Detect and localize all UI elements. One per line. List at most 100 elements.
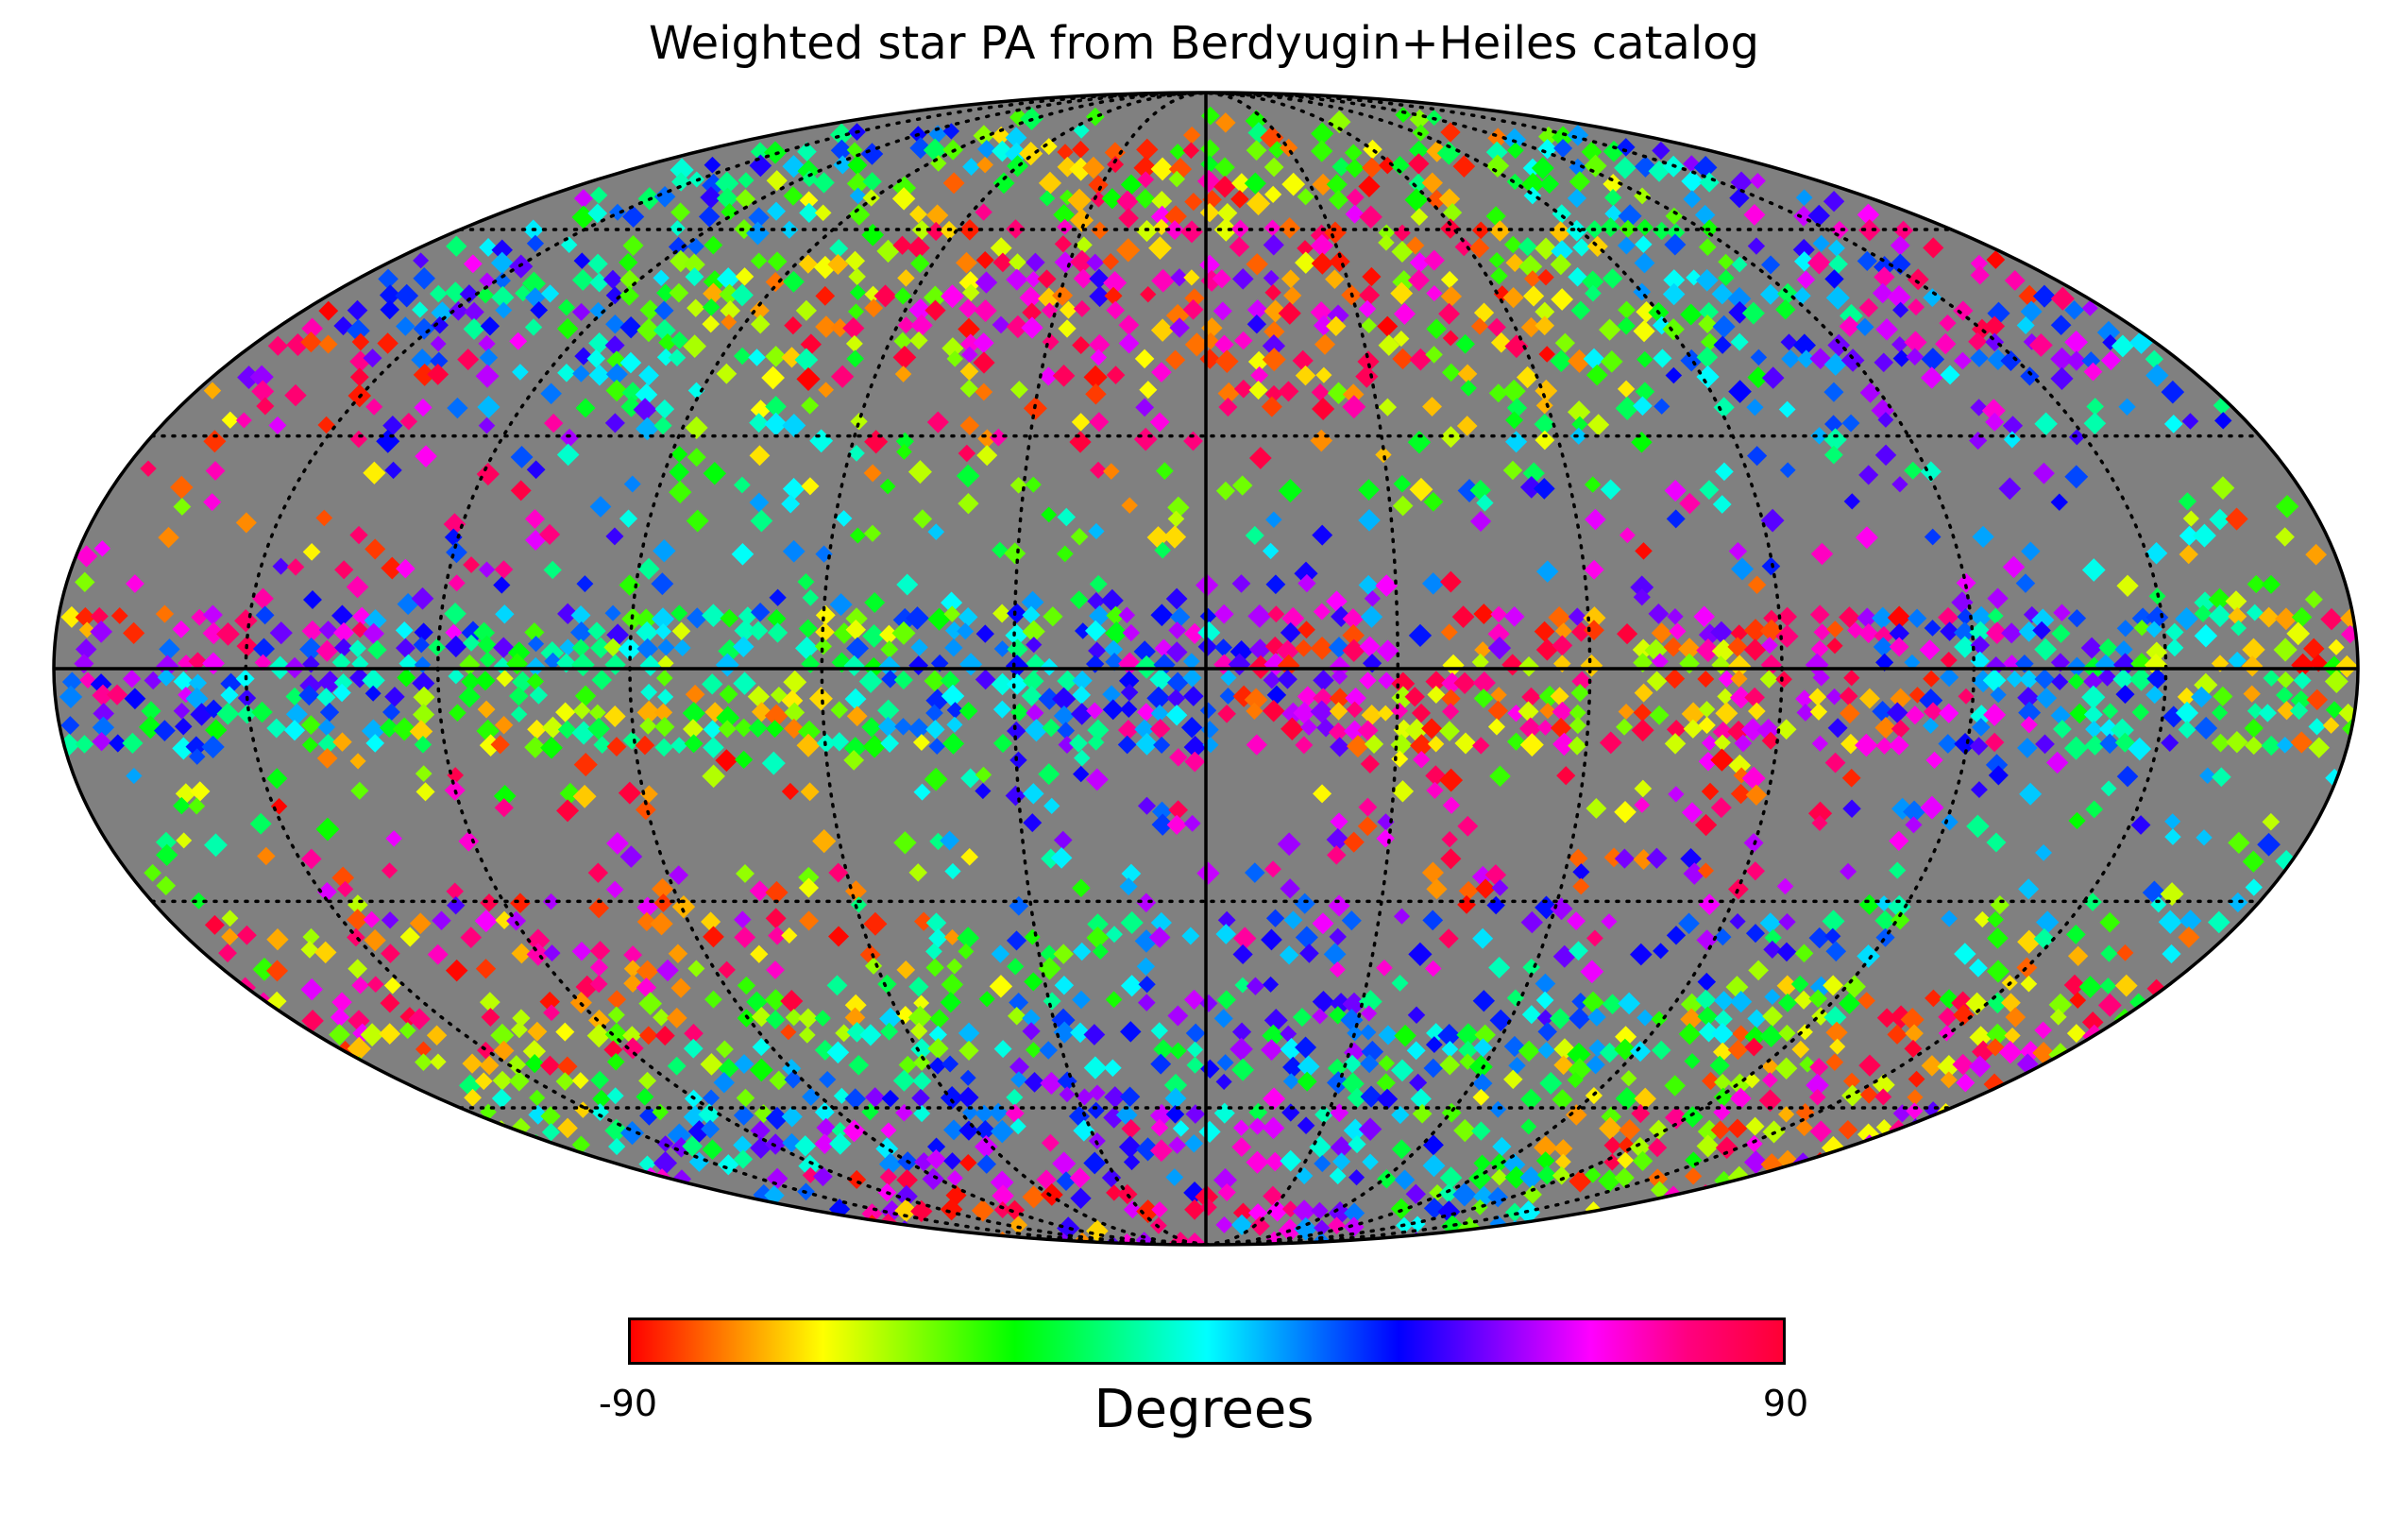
map-pixel xyxy=(430,335,447,352)
map-pixel xyxy=(897,316,915,334)
map-pixel xyxy=(1727,286,1752,311)
map-pixel xyxy=(1793,251,1815,272)
map-pixel xyxy=(448,300,468,321)
map-pixel xyxy=(1297,188,1314,206)
map-pixel xyxy=(2050,286,2075,311)
map-pixel xyxy=(1248,380,1268,400)
map-pixel xyxy=(761,366,785,390)
map-pixel xyxy=(1440,122,1461,143)
map-pixel xyxy=(1516,366,1539,389)
map-pixel xyxy=(1104,142,1126,163)
map-pixel xyxy=(1488,383,1508,403)
map-pixel xyxy=(1698,238,1717,256)
map-pixel xyxy=(1246,314,1267,334)
map-pixel xyxy=(670,158,694,182)
map-pixel xyxy=(782,477,805,501)
map-pixel xyxy=(1075,236,1093,254)
map-pixel xyxy=(685,416,708,439)
map-pixel xyxy=(587,253,608,274)
map-pixel xyxy=(1518,254,1543,279)
map-pixel xyxy=(1731,256,1748,273)
map-pixel xyxy=(1149,412,1170,433)
map-pixel xyxy=(1426,189,1448,211)
map-pixel xyxy=(251,380,275,403)
map-pixel xyxy=(848,203,871,226)
map-pixel xyxy=(1535,315,1555,336)
map-pixel xyxy=(863,464,882,483)
map-pixel xyxy=(733,347,752,366)
map-pixel xyxy=(1169,317,1190,338)
map-pixel xyxy=(605,379,628,402)
map-pixel xyxy=(512,364,529,381)
map-pixel xyxy=(1344,144,1363,162)
map-pixel xyxy=(1059,300,1077,319)
map-pixel xyxy=(1923,288,1942,308)
map-pixel xyxy=(623,475,641,493)
map-pixel xyxy=(794,348,819,372)
map-pixel xyxy=(1502,460,1523,481)
map-pixel xyxy=(1535,430,1555,450)
map-pixel xyxy=(203,430,227,453)
map-pixel xyxy=(1874,266,1895,288)
map-pixel xyxy=(749,413,769,434)
map-pixel xyxy=(992,172,1015,195)
map-pixel xyxy=(746,221,770,246)
map-pixel xyxy=(668,348,687,367)
map-pixel xyxy=(477,286,495,304)
map-pixel xyxy=(621,382,644,404)
map-pixel xyxy=(573,252,591,269)
map-pixel xyxy=(669,480,692,504)
map-pixel xyxy=(1423,249,1445,271)
map-pixel xyxy=(1485,141,1508,163)
map-pixel xyxy=(1774,299,1796,320)
map-pixel xyxy=(556,443,580,467)
map-pixel xyxy=(318,300,339,321)
map-pixel xyxy=(572,365,590,382)
map-pixel xyxy=(1664,233,1687,256)
map-pixel xyxy=(962,158,980,176)
map-pixel xyxy=(411,348,434,371)
map-pixel xyxy=(1085,107,1105,127)
map-pixel xyxy=(850,413,868,431)
map-pixel xyxy=(1823,191,1845,212)
map-pixel xyxy=(1935,332,1957,355)
map-pixel xyxy=(1231,268,1254,290)
map-pixel xyxy=(1858,465,1879,485)
map-pixel xyxy=(379,284,401,306)
map-pixel xyxy=(540,284,560,303)
map-pixel xyxy=(926,411,949,434)
map-pixel xyxy=(1487,128,1509,149)
map-pixel xyxy=(959,362,979,382)
map-pixel xyxy=(510,480,532,502)
map-pixel xyxy=(799,202,820,224)
map-pixel xyxy=(1761,255,1781,275)
map-pixel xyxy=(781,347,803,368)
map-pixel xyxy=(956,464,980,488)
map-pixel xyxy=(479,272,496,289)
map-pixel xyxy=(1585,284,1602,302)
map-pixel xyxy=(1264,284,1281,301)
map-pixel xyxy=(1082,156,1105,179)
map-pixel xyxy=(1106,366,1126,384)
map-pixel xyxy=(2096,320,2121,345)
map-pixel xyxy=(1106,300,1126,320)
map-pixel xyxy=(1057,144,1074,161)
map-pixel xyxy=(1231,475,1253,496)
map-pixel xyxy=(2066,350,2087,371)
map-pixel xyxy=(2020,1073,2042,1095)
map-pixel xyxy=(1635,235,1653,253)
map-pixel xyxy=(795,299,817,321)
map-pixel xyxy=(413,266,436,290)
map-pixel xyxy=(765,272,786,293)
map-pixel xyxy=(715,171,739,196)
map-pixel xyxy=(1229,236,1250,258)
map-pixel xyxy=(893,287,912,305)
map-pixel xyxy=(977,140,996,159)
map-pixel xyxy=(427,364,449,385)
map-pixel xyxy=(798,254,818,274)
map-pixel xyxy=(1009,381,1028,400)
map-pixel xyxy=(384,461,402,480)
map-pixel xyxy=(685,267,704,287)
map-pixel xyxy=(1749,172,1766,189)
